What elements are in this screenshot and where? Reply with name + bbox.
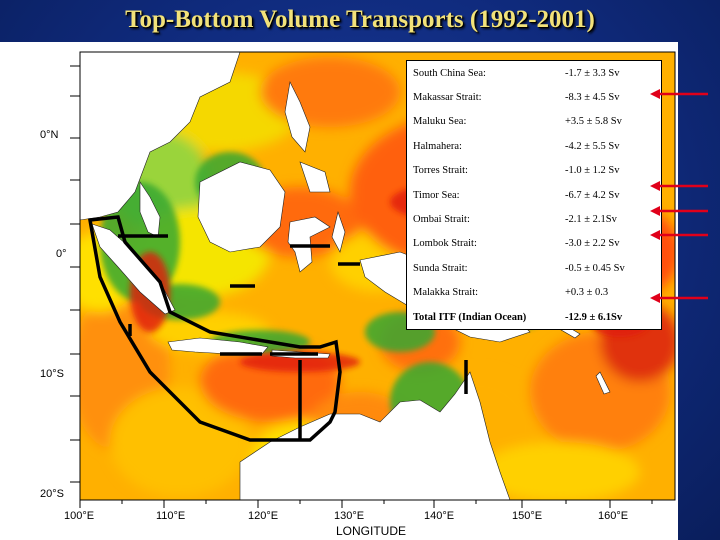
legend-row: South China Sea: -1.7 ± 3.3 Sv bbox=[407, 61, 661, 85]
x-tick-label: 110°E bbox=[156, 510, 186, 522]
strait-name: Timor Sea: bbox=[413, 189, 460, 201]
transport-value: -3.0 ± 2.2 Sv bbox=[565, 238, 620, 250]
strait-name: Maluku Sea: bbox=[413, 116, 467, 128]
strait-name: South China Sea: bbox=[413, 67, 486, 79]
strait-name: Total ITF (Indian Ocean) bbox=[413, 311, 527, 323]
transport-value: -12.9 ± 6.1Sv bbox=[565, 311, 623, 323]
strait-name: Torres Strait: bbox=[413, 165, 468, 177]
transport-value: -0.5 ± 0.45 Sv bbox=[565, 262, 625, 274]
arrow-left-icon bbox=[650, 89, 708, 99]
legend-row-total: Total ITF (Indian Ocean) -12.9 ± 6.1Sv bbox=[407, 305, 661, 329]
slide-title: Top-Bottom Volume Transports (1992-2001) bbox=[125, 6, 595, 33]
axis-ticks bbox=[70, 65, 653, 508]
x-tick-label: 150°E bbox=[512, 510, 543, 522]
arrow-left-icon bbox=[650, 230, 708, 240]
transport-legend: South China Sea: -1.7 ± 3.3 Sv Makassar S… bbox=[406, 60, 662, 331]
y-tick-label: 10°S bbox=[40, 368, 64, 380]
legend-row: Ombai Strait: -2.1 ± 2.1Sv bbox=[407, 207, 661, 231]
arrow-left-icon bbox=[650, 293, 708, 303]
legend-row: Lombok Strait: -3.0 ± 2.2 Sv bbox=[407, 232, 661, 256]
legend-row: Malakka Strait: +0.3 ± 0.3 bbox=[407, 281, 661, 305]
x-tick-label: 100°E bbox=[64, 510, 95, 522]
x-tick-label: 120°E bbox=[248, 510, 279, 522]
strait-name: Lombok Strait: bbox=[413, 238, 477, 250]
transport-value: -6.7 ± 4.2 Sv bbox=[565, 189, 620, 201]
y-tick-label: 0° bbox=[56, 248, 67, 260]
transport-value: -1.7 ± 3.3 Sv bbox=[565, 67, 620, 79]
y-tick-label: 0°N bbox=[40, 129, 59, 141]
legend-row: Torres Strait: -1.0 ± 1.2 Sv bbox=[407, 159, 661, 183]
strait-name: Sunda Strait: bbox=[413, 262, 468, 274]
transport-value: +0.3 ± 0.3 bbox=[565, 287, 609, 299]
legend-row: Sunda Strait: -0.5 ± 0.45 Sv bbox=[407, 256, 661, 280]
legend-row: Makassar Strait: -8.3 ± 4.5 Sv bbox=[407, 85, 661, 109]
arrow-left-icon bbox=[650, 206, 708, 216]
transport-value: -8.3 ± 4.5 Sv bbox=[565, 92, 620, 104]
transport-sections bbox=[87, 215, 468, 442]
plot-frame bbox=[79, 51, 676, 501]
transport-value: -1.0 ± 1.2 Sv bbox=[565, 165, 620, 177]
transport-value: -2.1 ± 2.1Sv bbox=[565, 214, 617, 226]
legend-row: Timor Sea: -6.7 ± 4.2 Sv bbox=[407, 183, 661, 207]
strait-name: Ombai Strait: bbox=[413, 214, 470, 226]
strait-name: Halmahera: bbox=[413, 140, 462, 152]
x-tick-label: 130°E bbox=[334, 510, 365, 522]
y-tick-label: 20°S bbox=[40, 488, 64, 500]
itf-contour bbox=[87, 215, 342, 442]
legend-row: Halmahera: -4.2 ± 5.5 Sv bbox=[407, 134, 661, 158]
transport-value: -4.2 ± 5.5 Sv bbox=[565, 140, 620, 152]
legend-row: Maluku Sea: +3.5 ± 5.8 Sv bbox=[407, 110, 661, 134]
x-axis-title: LONGITUDE bbox=[336, 524, 407, 538]
arrow-left-icon bbox=[650, 181, 708, 191]
x-tick-label: 140°E bbox=[424, 510, 455, 522]
transport-value: +3.5 ± 5.8 Sv bbox=[565, 116, 622, 128]
strait-name: Malakka Strait: bbox=[413, 287, 479, 299]
x-tick-label: 160°E bbox=[598, 510, 629, 522]
strait-name: Makassar Strait: bbox=[413, 92, 482, 104]
